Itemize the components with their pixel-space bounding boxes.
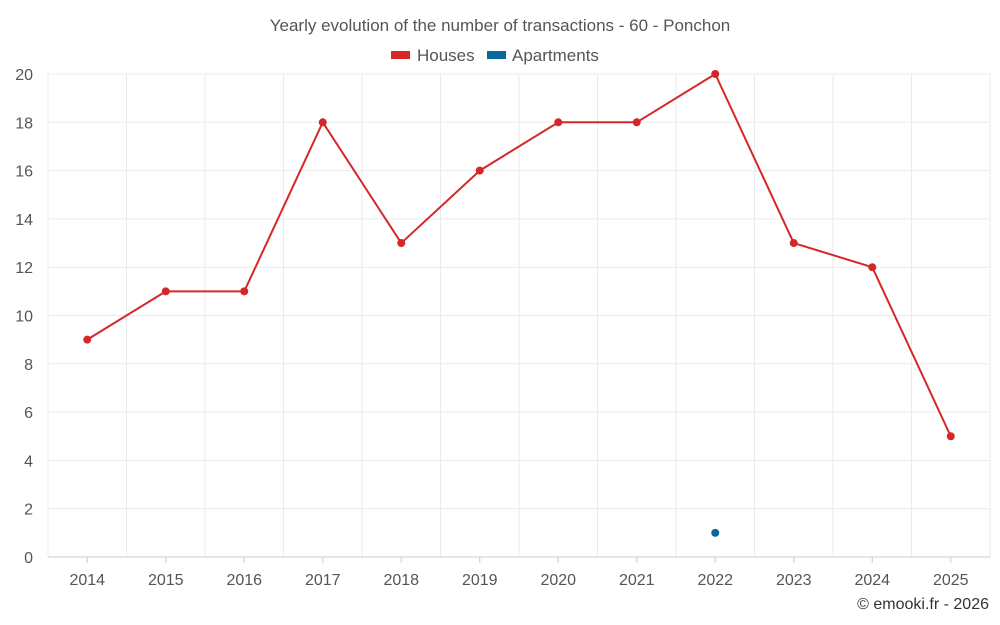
y-tick-label: 16: [15, 164, 33, 181]
x-tick-label: 2014: [69, 572, 105, 589]
y-tick-label: 2: [24, 502, 33, 519]
data-point-houses[interactable]: [632, 118, 641, 127]
grid: [47, 73, 991, 557]
x-tick-label: 2018: [383, 572, 419, 589]
legend-item-apartments[interactable]: Apartments: [487, 46, 599, 65]
data-point-houses[interactable]: [789, 239, 798, 248]
data-point-apartments[interactable]: [711, 528, 720, 537]
data-point-houses[interactable]: [711, 70, 720, 78]
y-tick-label: 14: [15, 212, 33, 229]
data-point-houses[interactable]: [868, 263, 877, 272]
y-tick-label: 10: [15, 309, 33, 326]
x-tick-label: 2017: [305, 572, 341, 589]
data-point-houses[interactable]: [318, 118, 327, 127]
x-tick-label: 2015: [148, 572, 184, 589]
y-tick-label: 12: [15, 260, 33, 277]
legend-label-apartments: Apartments: [512, 46, 599, 65]
data-point-houses[interactable]: [554, 118, 563, 127]
y-tick-label: 8: [24, 357, 33, 374]
data-point-houses[interactable]: [83, 335, 92, 344]
legend-label-houses: Houses: [417, 46, 475, 65]
data-point-houses[interactable]: [161, 287, 170, 296]
y-tick-label: 20: [15, 67, 33, 84]
y-tick-label: 18: [15, 115, 33, 132]
x-tick-label: 2022: [697, 572, 733, 589]
y-tick-label: 4: [24, 453, 33, 470]
data-point-houses[interactable]: [397, 239, 406, 248]
data-point-houses[interactable]: [240, 287, 249, 296]
credit-text: © emooki.fr - 2026: [857, 596, 989, 613]
legend-item-houses[interactable]: Houses: [391, 46, 475, 65]
chart-title: Yearly evolution of the number of transa…: [270, 16, 731, 35]
x-tick-label: 2016: [226, 572, 262, 589]
y-tick-label: 6: [24, 405, 33, 422]
x-tick-label: 2024: [854, 572, 890, 589]
x-tick-label: 2025: [933, 572, 969, 589]
legend-swatch-apartments: [487, 51, 506, 59]
x-tick-label: 2020: [540, 572, 576, 589]
legend: Houses Apartments: [391, 46, 599, 65]
series: [83, 70, 955, 537]
y-tick-label: 0: [24, 550, 33, 567]
series-line-houses: [86, 73, 952, 437]
x-tick-label: 2023: [776, 572, 812, 589]
legend-swatch-houses: [391, 51, 410, 59]
x-tick-label: 2019: [462, 572, 498, 589]
axes: 0 2 4 6 8 10 12 14 16 18 20 2014 2015 2016 2017 2018 201…: [15, 67, 990, 589]
data-point-houses[interactable]: [475, 166, 484, 175]
x-tick-label: 2021: [619, 572, 655, 589]
data-point-houses[interactable]: [946, 432, 955, 441]
